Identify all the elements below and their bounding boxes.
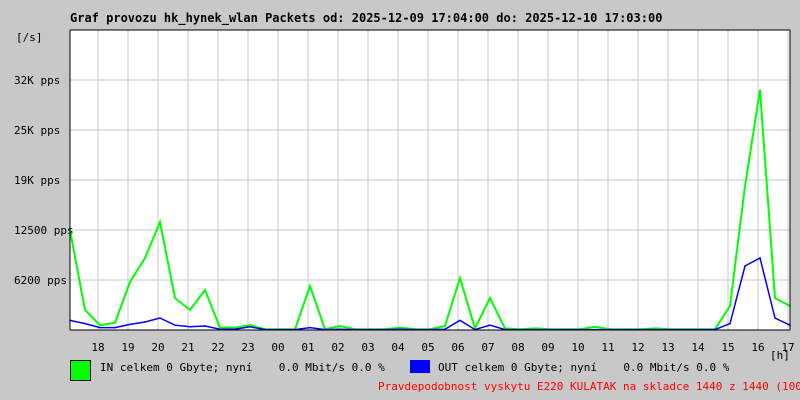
x-tick-label: 21: [181, 341, 194, 354]
data-point-in: [234, 326, 236, 329]
data-point-out: [309, 326, 311, 329]
data-point-in: [339, 325, 341, 327]
x-tick-label: 11: [601, 341, 614, 354]
legend-in-text: IN celkem 0 Gbyte; nyní 0.0 Mbit/s 0.0 %: [100, 361, 385, 374]
x-tick-label: 12: [631, 341, 644, 354]
data-point-in: [399, 326, 401, 329]
legend-out-text: OUT celkem 0 Gbyte; nyní 0.0 Mbit/s 0.0 …: [438, 361, 730, 374]
x-tick-label: 22: [211, 341, 224, 354]
data-point-in: [114, 322, 116, 324]
data-point-in: [99, 324, 101, 327]
x-tick-label: 19: [121, 341, 134, 354]
x-tick-label: 09: [541, 341, 554, 354]
data-point-in: [744, 185, 746, 187]
x-tick-label: 02: [331, 341, 344, 354]
x-tick-label: 07: [481, 341, 494, 354]
data-point-in: [654, 327, 656, 330]
x-tick-label: 05: [421, 341, 434, 354]
y-tick-label: 19K pps: [14, 174, 60, 187]
x-tick-label: 03: [361, 341, 374, 354]
data-point-out: [159, 317, 161, 319]
x-tick-label: 17: [781, 341, 794, 354]
data-point-in: [594, 326, 596, 328]
x-tick-label: 16: [751, 341, 764, 354]
data-point-in: [144, 257, 146, 259]
data-point-in: [309, 285, 311, 287]
data-point-in: [219, 326, 221, 329]
x-tick-label: 14: [691, 341, 705, 354]
x-tick-label: 20: [151, 341, 164, 354]
y-axis-unit: [/s]: [16, 31, 43, 44]
footer-note: Pravdepodobnost vyskytu E220 KULATAK na …: [378, 380, 800, 393]
data-point-out: [204, 325, 206, 327]
data-point-out: [84, 322, 86, 325]
data-point-out: [489, 324, 491, 327]
data-point-in: [129, 281, 131, 283]
data-point-out: [99, 326, 101, 329]
x-tick-label: 01: [301, 341, 314, 354]
data-point-in: [159, 221, 161, 223]
x-axis-unit: [h]: [770, 349, 790, 362]
data-point-in: [189, 309, 191, 311]
data-point-out: [459, 319, 461, 322]
data-point-out: [144, 321, 146, 323]
data-point-out: [774, 317, 776, 319]
data-point-in: [204, 289, 206, 291]
data-point-out: [129, 323, 131, 326]
data-point-in: [774, 297, 776, 299]
x-tick-label: 10: [571, 341, 584, 354]
y-tick-label: 6200 pps: [14, 274, 67, 287]
legend-in-swatch: [70, 360, 91, 381]
x-tick-label: 23: [241, 341, 254, 354]
data-point-out: [114, 326, 116, 329]
x-tick-label: 06: [451, 341, 464, 354]
x-tick-label: 00: [271, 341, 284, 354]
data-point-out: [174, 324, 176, 327]
x-tick-label: 18: [91, 341, 104, 354]
legend-out-swatch: [410, 360, 430, 373]
x-tick-label: 15: [721, 341, 734, 354]
x-tick-label: 04: [391, 341, 405, 354]
data-point-in: [729, 305, 731, 307]
data-point-out: [189, 326, 191, 328]
y-tick-label: 32K pps: [14, 74, 60, 87]
data-point-out: [744, 265, 746, 267]
y-tick-label: 12500 pps: [14, 224, 74, 237]
data-point-in: [759, 89, 761, 91]
y-tick-label: 25K pps: [14, 124, 60, 137]
data-point-in: [534, 327, 536, 330]
data-point-in: [84, 309, 86, 311]
data-point-in: [174, 297, 176, 299]
data-point-in: [459, 277, 461, 279]
data-point-in: [444, 325, 446, 327]
x-tick-label: 13: [661, 341, 674, 354]
x-tick-label: 08: [511, 341, 524, 354]
data-point-out: [249, 326, 251, 328]
data-point-in: [249, 324, 251, 327]
data-point-out: [759, 257, 761, 259]
data-point-in: [489, 297, 491, 299]
chart-title: Graf provozu hk_hynek_wlan Packets od: 2…: [70, 11, 663, 25]
data-point-out: [729, 322, 731, 325]
